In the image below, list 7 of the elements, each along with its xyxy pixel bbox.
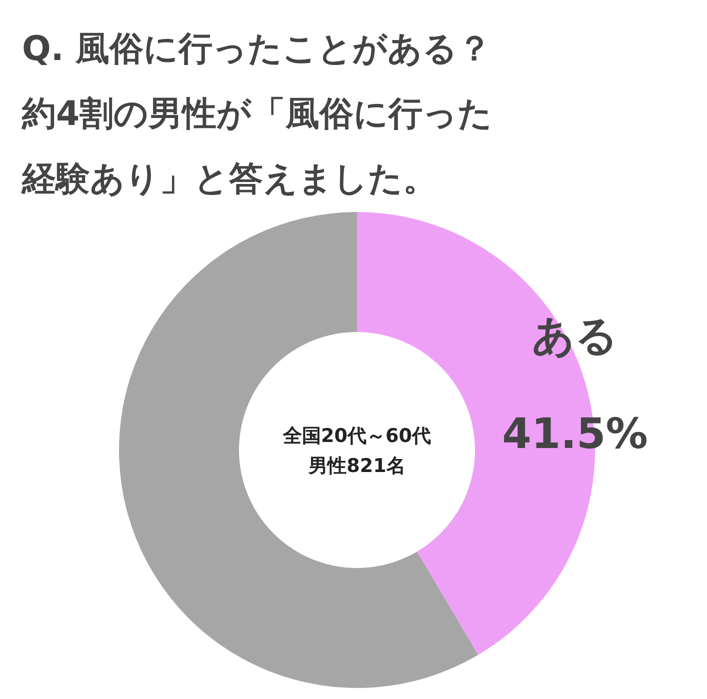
text: 全国20代～60代 (282, 425, 431, 447)
data-label: 41.5% (502, 409, 648, 458)
slice-label: ある (532, 311, 618, 360)
chart-title: Q. 風俗に行ったことがある？ (22, 29, 492, 69)
donut-slice (119, 212, 478, 688)
chart-subtitle: 約4割の男性が「風俗に行った経験あり」と答えました。 (21, 94, 493, 199)
text: 男性821名 (308, 455, 406, 477)
